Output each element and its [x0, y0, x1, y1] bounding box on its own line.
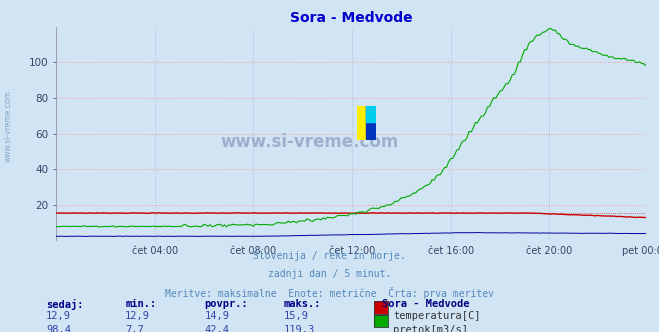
Text: sedaj:: sedaj: — [46, 299, 84, 310]
Title: Sora - Medvode: Sora - Medvode — [289, 11, 413, 25]
Text: 15,9: 15,9 — [283, 311, 308, 321]
Text: zadnji dan / 5 minut.: zadnji dan / 5 minut. — [268, 269, 391, 279]
Text: 12,9: 12,9 — [46, 311, 71, 321]
Text: 42,4: 42,4 — [204, 325, 229, 332]
Text: 12,9: 12,9 — [125, 311, 150, 321]
Text: Slovenija / reke in morje.: Slovenija / reke in morje. — [253, 251, 406, 261]
Text: min.:: min.: — [125, 299, 156, 309]
Text: www.si-vreme.com: www.si-vreme.com — [3, 90, 13, 162]
Text: povpr.:: povpr.: — [204, 299, 248, 309]
Text: maks.:: maks.: — [283, 299, 321, 309]
Text: Meritve: maksimalne  Enote: metrične  Črta: prva meritev: Meritve: maksimalne Enote: metrične Črta… — [165, 287, 494, 299]
Text: 14,9: 14,9 — [204, 311, 229, 321]
Text: 7,7: 7,7 — [125, 325, 144, 332]
Text: temperatura[C]: temperatura[C] — [393, 311, 481, 321]
Text: 98,4: 98,4 — [46, 325, 71, 332]
Text: pretok[m3/s]: pretok[m3/s] — [393, 325, 469, 332]
Text: www.si-vreme.com: www.si-vreme.com — [221, 133, 399, 151]
Text: 119,3: 119,3 — [283, 325, 314, 332]
Text: Sora - Medvode: Sora - Medvode — [382, 299, 470, 309]
